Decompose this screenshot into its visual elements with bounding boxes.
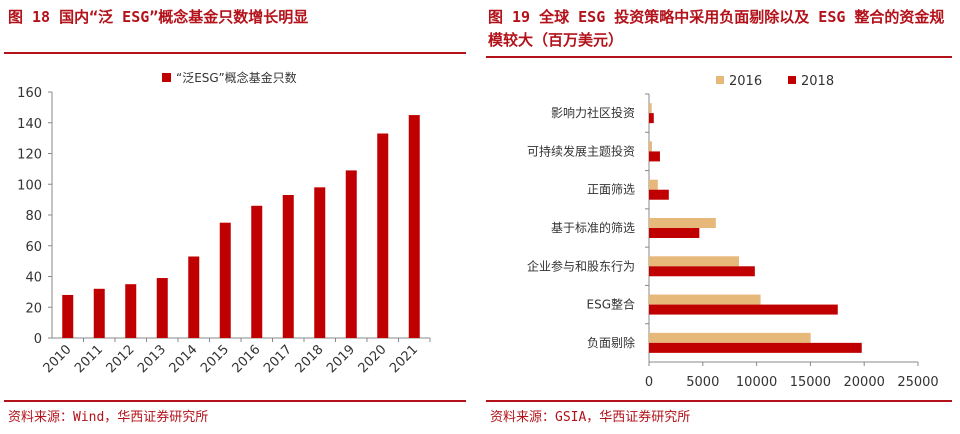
bar-2013	[156, 278, 168, 338]
figure-19-panel: 图 19 全球 ESG 投资策略中采用负面剔除以及 ESG 整合的资金规模较大（…	[482, 0, 960, 434]
bar-2014	[188, 256, 200, 338]
legend: 2016 2018	[716, 74, 834, 89]
bar-2017	[282, 195, 294, 338]
legend-swatch	[162, 73, 171, 82]
x-tick-label: 2016	[230, 342, 264, 376]
y-tick-label: 40	[25, 271, 42, 286]
y-tick-label: 负面剔除	[587, 335, 635, 350]
fund-count-bar-chart: “泛ESG”概念基金只数0204060801001201401602010201…	[17, 70, 431, 376]
x-tick-label: 20000	[844, 375, 885, 390]
y-tick-label: 20	[25, 301, 42, 316]
x-tick-label: 0	[645, 375, 653, 390]
bar-2010	[62, 294, 74, 338]
x-tick-label: 2018	[293, 342, 327, 376]
legend-label-2016: 2016	[729, 74, 762, 89]
x-tick-label: 2012	[104, 342, 138, 376]
bar-2018-企业参与和股东行为	[649, 266, 755, 277]
x-tick-label: 2019	[324, 342, 358, 376]
x-tick-label: 2011	[72, 342, 106, 376]
bar-2016-基于标准的筛选	[649, 218, 716, 228]
bar-2018-基于标准的筛选	[649, 228, 700, 238]
x-tick-label: 2014	[167, 342, 201, 376]
x-tick-label: 2010	[41, 342, 75, 376]
figure-18-title: 图 18 国内“泛 ESG”概念基金只数增长明显	[8, 8, 309, 26]
y-tick-label: 140	[17, 117, 42, 132]
y-tick-label: 正面筛选	[587, 182, 635, 197]
y-tick-label: 可持续发展主题投资	[527, 143, 635, 158]
x-tick-label: 2017	[261, 342, 295, 376]
y-tick-label: 160	[17, 86, 42, 101]
legend-label: “泛ESG”概念基金只数	[176, 70, 297, 85]
bar-2018-负面剔除	[649, 342, 862, 353]
x-tick-label: 2013	[135, 342, 169, 376]
bar-2016	[251, 205, 263, 338]
bar-2016-正面筛选	[649, 179, 658, 190]
legend-swatch-2018	[788, 76, 796, 84]
y-tick-label: 120	[17, 148, 42, 163]
bar-2016-负面剔除	[649, 332, 811, 343]
x-tick-label: 5000	[686, 375, 719, 390]
bar-2016-ESG整合	[649, 294, 761, 305]
bar-2016-影响力社区投资	[649, 103, 652, 114]
bar-2018-可持续发展主题投资	[649, 151, 660, 162]
bar-2018-影响力社区投资	[649, 113, 654, 124]
y-tick-label: 企业参与和股东行为	[527, 258, 635, 273]
y-tick-label: 影响力社区投资	[551, 105, 635, 120]
legend: “泛ESG”概念基金只数	[162, 70, 297, 85]
figure-18-title-rule	[4, 52, 466, 54]
bar-2018-正面筛选	[649, 189, 669, 200]
y-tick-label: 0	[34, 332, 42, 347]
y-tick-label: ESG整合	[587, 297, 636, 312]
figure-19-title: 图 19 全球 ESG 投资策略中采用负面剔除以及 ESG 整合的资金规模较大（…	[488, 8, 945, 49]
x-tick-label: 10000	[736, 375, 777, 390]
bar-2016-可持续发展主题投资	[649, 141, 652, 152]
x-tick-label: 25000	[897, 375, 938, 390]
x-tick-label: 2020	[356, 342, 390, 376]
figure-18-panel: 图 18 国内“泛 ESG”概念基金只数增长明显 “泛ESG”概念基金只数 0 20…	[0, 0, 468, 434]
figure-19-title-rule	[486, 56, 952, 58]
y-tick-label: 60	[25, 240, 42, 255]
x-tick-label: 2021	[387, 342, 421, 376]
y-tick-label: 80	[25, 209, 42, 224]
legend-label-2018: 2018	[801, 74, 834, 89]
bar-2021	[408, 115, 420, 338]
bar-2016-企业参与和股东行为	[649, 256, 740, 267]
figure-19-source: 资料来源：GSIA，华西证券研究所	[490, 410, 691, 425]
bar-2012	[125, 284, 137, 338]
bar-2018	[314, 187, 326, 338]
legend-swatch-2016	[716, 76, 724, 84]
bar-2019	[345, 170, 357, 338]
y-tick-label: 基于标准的筛选	[551, 220, 635, 235]
y-tick-label: 100	[17, 178, 42, 193]
x-tick-label: 15000	[790, 375, 831, 390]
bar-2020	[377, 133, 389, 338]
figure-18-source-rule	[4, 400, 466, 402]
x-tick-label: 2015	[198, 342, 232, 376]
bar-2015	[219, 222, 231, 338]
bar-2018-ESG整合	[649, 304, 838, 315]
figure-18-source: 资料来源：Wind，华西证券研究所	[8, 410, 209, 425]
esg-strategy-bar-chart: 2016 2018 0 5000 10000 15000 20000 25000 影响力社区投资…	[527, 74, 939, 390]
figure-19-source-rule	[486, 400, 952, 402]
bar-2011	[93, 288, 105, 338]
